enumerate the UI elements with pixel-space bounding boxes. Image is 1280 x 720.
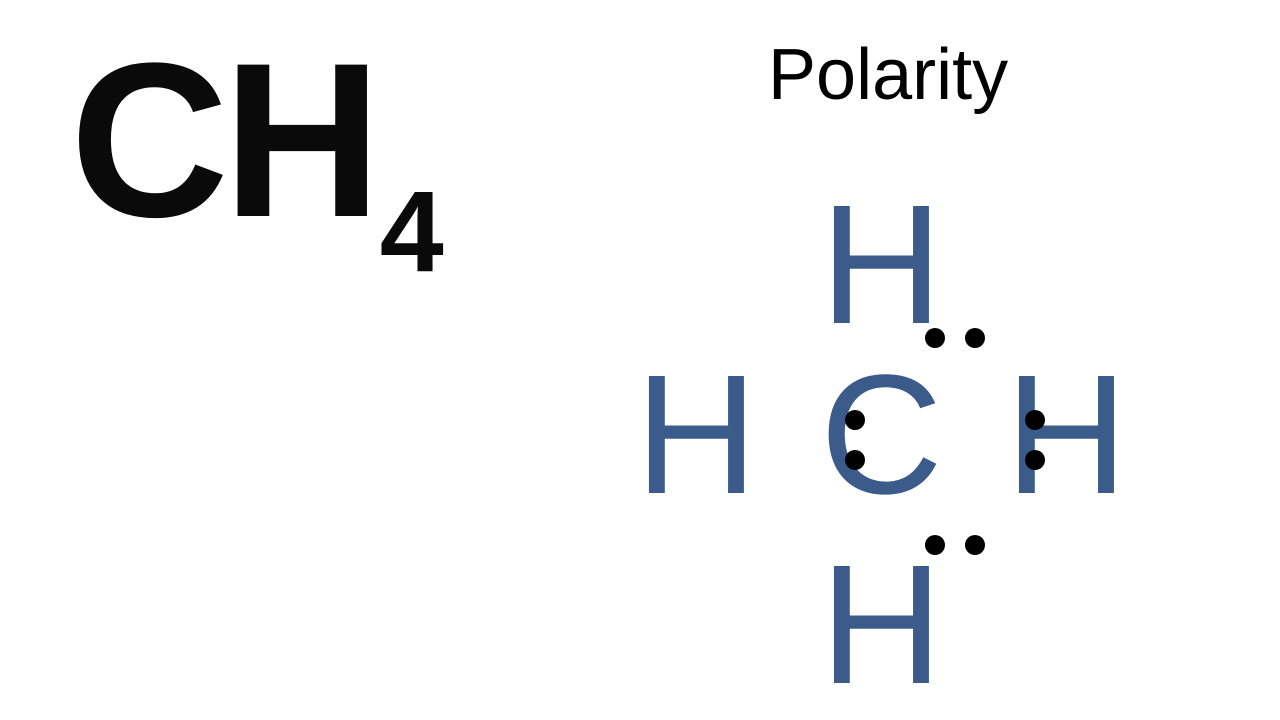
atom-hydrogen-right: H [1005,350,1125,520]
diagram-title: Polarity [768,34,1008,116]
electron-dot-left-1 [845,450,865,470]
electron-dot-right-1 [1025,450,1045,470]
diagram-stage: CH4 Polarity CHHHH [0,0,1280,720]
atom-hydrogen-bottom: H [820,540,940,710]
molecular-formula: CH4 [70,30,440,250]
electron-dot-right-0 [1025,410,1045,430]
atom-carbon: C [820,350,940,520]
lewis-structure: CHHHH [680,170,1200,710]
formula-main: CH [70,17,376,263]
formula-subscript: 4 [380,168,444,296]
electron-dot-bottom-1 [965,535,985,555]
electron-dot-top-1 [965,328,985,348]
electron-dot-top-0 [925,328,945,348]
electron-dot-left-0 [845,410,865,430]
atom-hydrogen-top: H [820,180,940,350]
electron-dot-bottom-0 [925,535,945,555]
atom-hydrogen-left: H [635,350,755,520]
